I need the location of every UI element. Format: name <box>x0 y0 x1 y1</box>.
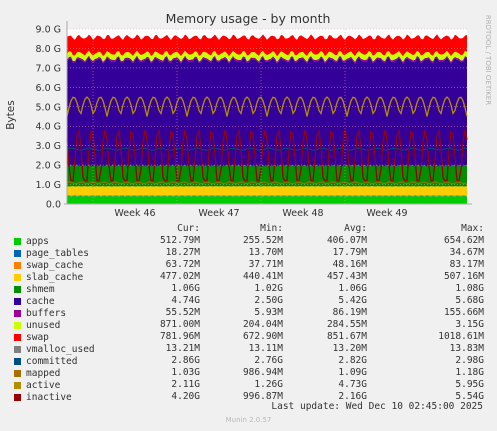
area-unused <box>67 50 467 62</box>
y-tick-label: 2.0 G <box>36 161 62 172</box>
y-tick-label: 7.0 G <box>36 63 62 74</box>
area-page_tables <box>67 195 467 197</box>
y-axis-label: Bytes <box>5 100 17 129</box>
chart-title: Memory usage - by month <box>166 11 331 26</box>
x-tick-label: Week 46 <box>114 208 155 219</box>
y-tick-label: 5.0 G <box>36 102 62 113</box>
area-slab_cache <box>67 186 467 196</box>
area-apps <box>67 195 467 204</box>
stacked-areas <box>67 34 467 204</box>
y-tick-label: 0.0 <box>46 200 61 211</box>
area-buffers <box>67 55 467 64</box>
y-tick-label: 8.0 G <box>36 44 62 55</box>
line-active <box>66 96 468 117</box>
munin-version: Munin 2.0.57 <box>225 416 272 424</box>
last-update: Last update: Wed Dec 10 02:45:00 2025 <box>271 401 483 412</box>
y-tick-label: 6.0 G <box>36 83 62 94</box>
rrdtool-side-label: RRDTOOL / TOBI OETIKER <box>484 15 492 105</box>
area-swap_cache <box>67 194 467 197</box>
y-tick-label: 3.0 G <box>36 141 62 152</box>
chart-axes: 0.0 1.0 G 2.0 G 3.0 G 4.0 G 5.0 G 6.0 G 7.0 G 8.… <box>36 21 472 219</box>
y-tick-label: 4.0 G <box>36 122 62 133</box>
x-tick-label: Week 48 <box>282 208 323 219</box>
line-inactive <box>66 128 468 182</box>
area-swap <box>67 34 467 57</box>
line-mapped <box>66 181 468 185</box>
x-tick-label: Week 47 <box>198 208 239 219</box>
y-tick-label: 9.0 G <box>36 25 62 36</box>
area-cache <box>67 57 467 167</box>
y-tick-label: 1.0 G <box>36 180 62 191</box>
x-tick-label: Week 49 <box>366 208 407 219</box>
